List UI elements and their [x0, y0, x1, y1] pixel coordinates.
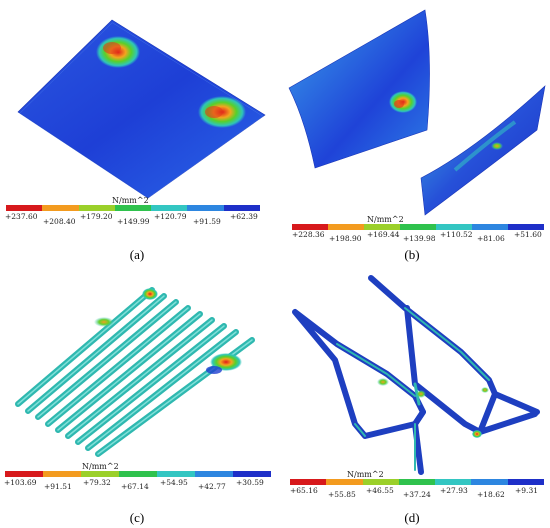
- color-segment: [157, 471, 195, 477]
- tick-label: +54.95: [160, 478, 188, 487]
- color-segment: [292, 224, 328, 230]
- color-segment: [435, 479, 472, 485]
- panel-a: N/mm^2 +237.60 +208.40 +179.20 +149.99 +…: [0, 0, 275, 264]
- tick-label: +228.36: [292, 230, 325, 239]
- caption-b: (b): [404, 247, 420, 262]
- panel-c: N/mm^2 +103.69 +91.51 +79.32 +67.14 +54.…: [0, 264, 275, 528]
- color-segment: [364, 224, 400, 230]
- tick-label: +237.60: [5, 212, 38, 221]
- tick-label: +149.99: [117, 217, 150, 226]
- color-segment: [6, 205, 43, 211]
- tick-labels-c: +103.69 +91.51 +79.32 +67.14 +54.95 +42.…: [0, 478, 275, 498]
- tick-label: +208.40: [43, 217, 76, 226]
- color-segment: [151, 205, 188, 211]
- color-segment: [43, 471, 81, 477]
- tick-label: +198.90: [329, 234, 362, 243]
- tick-label: +18.62: [477, 490, 505, 499]
- tick-label: +169.44: [367, 230, 400, 239]
- color-segment: [508, 224, 544, 230]
- tick-labels-d: +65.16 +55.85 +46.55 +37.24 +27.93 +18.6…: [275, 486, 550, 506]
- colorbar-c: [5, 471, 271, 477]
- caption-d: (d): [404, 510, 420, 525]
- color-segment: [471, 479, 508, 485]
- tick-label: +139.98: [403, 234, 436, 243]
- tick-label: +65.16: [290, 486, 318, 495]
- color-segment: [507, 479, 544, 485]
- color-segment: [398, 479, 436, 485]
- colorbar-d: [290, 479, 544, 485]
- color-segment: [290, 479, 327, 485]
- tick-label: +79.32: [83, 478, 111, 487]
- colorbar-b: [292, 224, 544, 230]
- tick-label: +42.77: [198, 482, 226, 491]
- tick-label: +91.59: [193, 217, 221, 226]
- tick-label: +67.14: [121, 482, 149, 491]
- tick-label: +37.24: [403, 490, 431, 499]
- color-segment: [223, 205, 260, 211]
- color-segment: [42, 205, 79, 211]
- caption-a: (a): [129, 247, 145, 262]
- unit-label-d: N/mm^2: [347, 470, 384, 479]
- color-segment: [81, 471, 119, 477]
- panel-d: N/mm^2 +65.16 +55.85 +46.55 +37.24 +27.9…: [275, 264, 550, 528]
- tick-label: +103.69: [4, 478, 37, 487]
- tick-label: +81.06: [477, 234, 505, 243]
- unit-label-c: N/mm^2: [82, 462, 119, 471]
- tick-label: +9.31: [515, 486, 538, 495]
- color-segment: [187, 205, 224, 211]
- color-segment: [195, 471, 233, 477]
- color-segment: [400, 224, 436, 230]
- colorbar-a: [6, 205, 260, 211]
- plate-contour-b: [288, 9, 546, 216]
- diaphragm-contour-d: [292, 275, 540, 475]
- tick-label: +27.93: [440, 486, 468, 495]
- tick-label: +51.60: [514, 230, 542, 239]
- tick-label: +55.85: [328, 490, 356, 499]
- tick-labels-a: +237.60 +208.40 +179.20 +149.99 +120.79 …: [0, 212, 275, 232]
- tick-label: +46.55: [366, 486, 394, 495]
- panel-b: N/mm^2 +228.36 +198.90 +169.44 +139.98 +…: [275, 0, 550, 264]
- color-segment: [326, 479, 363, 485]
- tick-label: +62.39: [230, 212, 258, 221]
- color-segment: [362, 479, 399, 485]
- color-segment: [78, 205, 115, 211]
- tick-label: +30.59: [236, 478, 264, 487]
- caption-c: (c): [129, 510, 145, 525]
- unit-label-a: N/mm^2: [112, 196, 149, 205]
- color-segment: [5, 471, 43, 477]
- color-segment: [119, 471, 157, 477]
- color-segment: [472, 224, 508, 230]
- color-segment: [328, 224, 364, 230]
- tick-label: +91.51: [44, 482, 72, 491]
- unit-label-b: N/mm^2: [367, 215, 404, 224]
- color-segment: [436, 224, 472, 230]
- deck-plate-contour-a: [17, 19, 266, 199]
- tick-label: +110.52: [440, 230, 473, 239]
- tick-labels-b: +228.36 +198.90 +169.44 +139.98 +110.52 …: [275, 230, 550, 250]
- tick-label: +179.20: [80, 212, 113, 221]
- color-segment: [233, 471, 271, 477]
- u-ribs-contour-c: [15, 287, 255, 457]
- tick-label: +120.79: [154, 212, 187, 221]
- color-segment: [114, 205, 152, 211]
